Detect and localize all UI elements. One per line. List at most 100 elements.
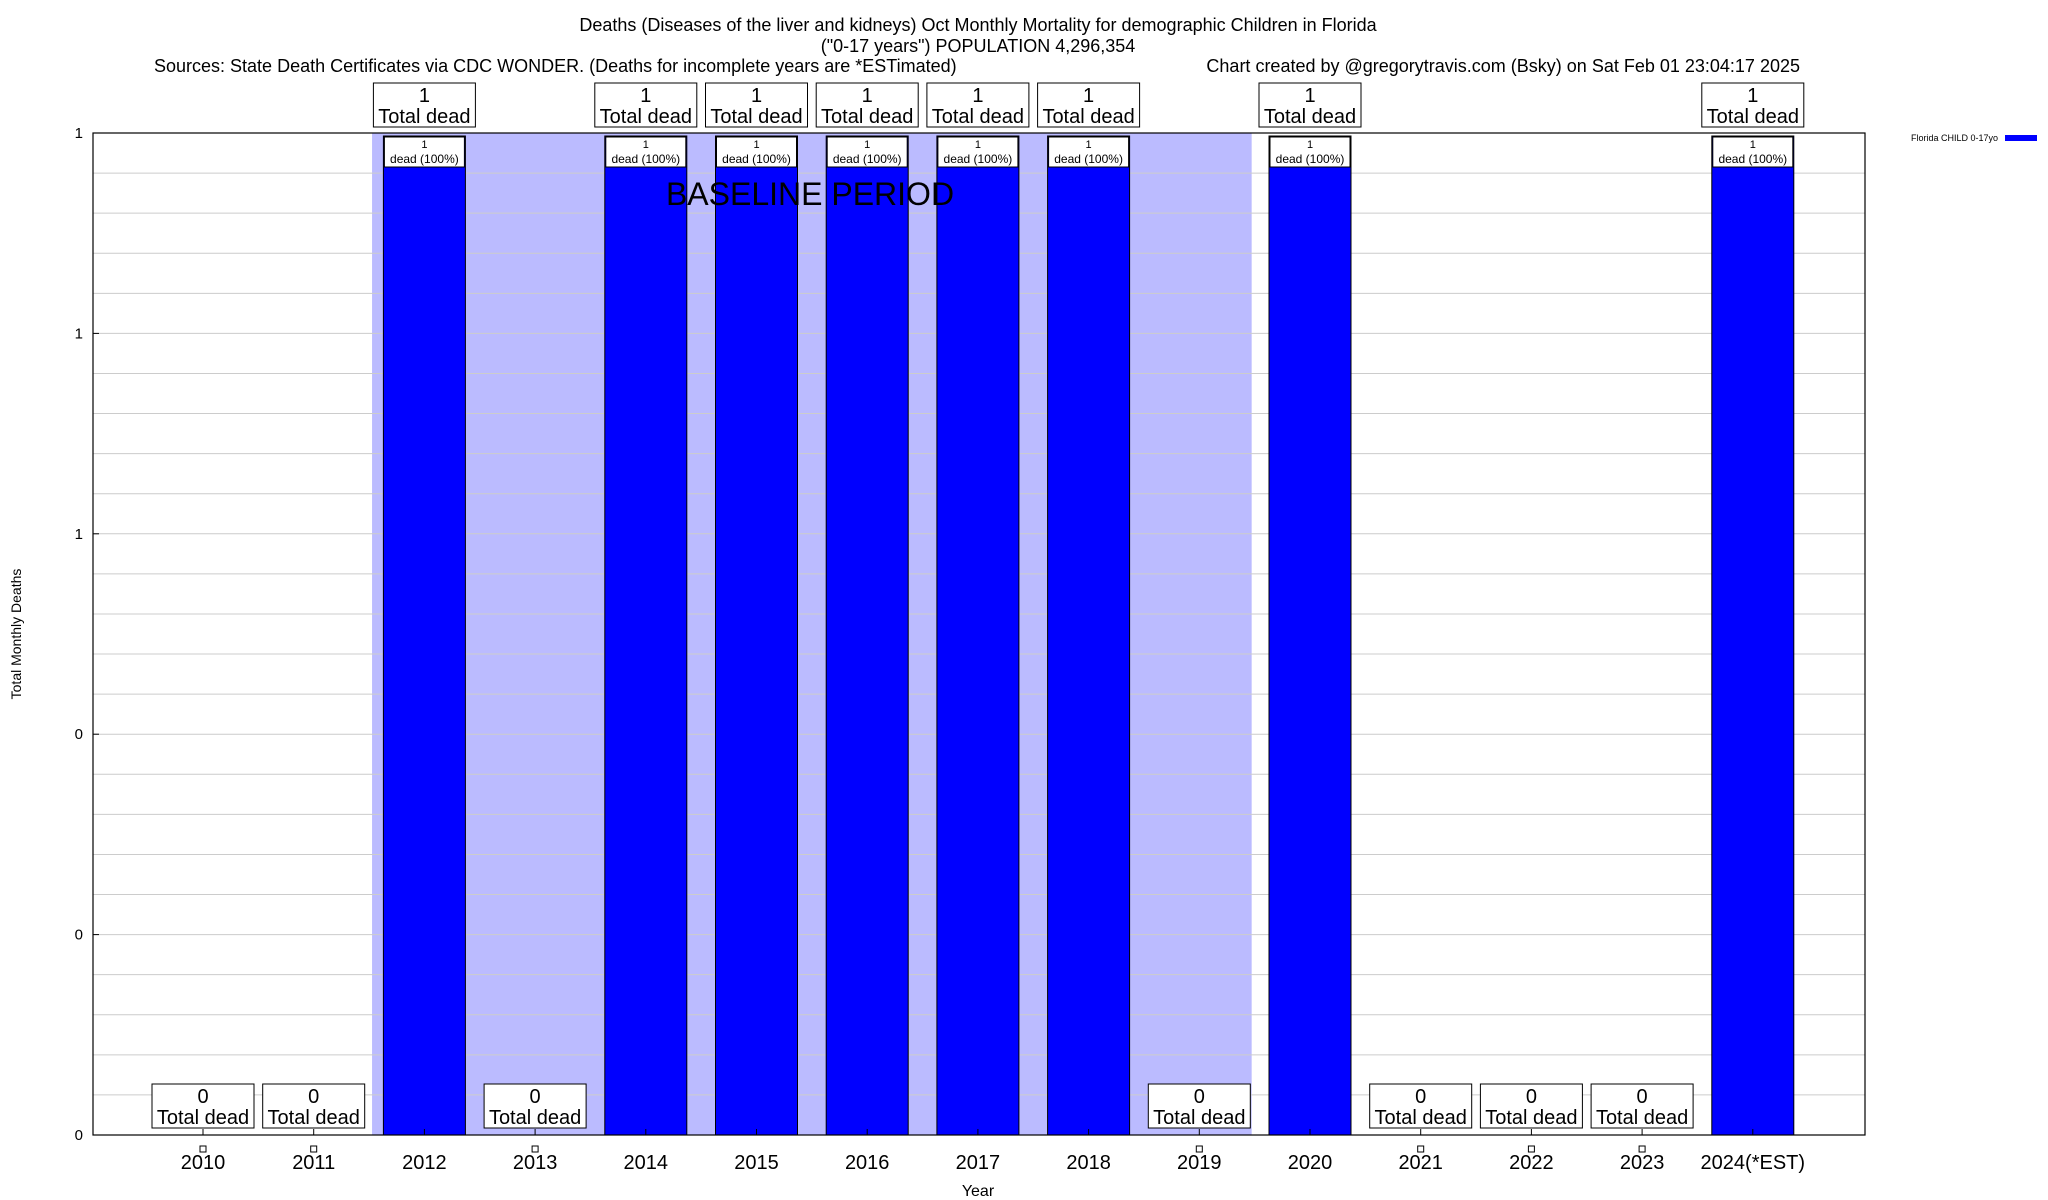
total-label-value: 1 [972, 85, 983, 107]
x-tick-label: 2015 [734, 1152, 779, 1174]
baseline-period-label: BASELINE PERIOD [666, 176, 954, 212]
total-label-box [594, 82, 698, 128]
inner-label-value: 1 [864, 139, 870, 151]
inner-label-box [826, 136, 908, 168]
zero-marker [531, 1145, 539, 1153]
total-label-text: Total dead [1042, 106, 1134, 128]
x-tick-label: 2010 [181, 1152, 226, 1174]
bar-2017 [936, 135, 1020, 1136]
total-label-text: Total dead [1485, 1107, 1577, 1129]
bar-2015 [715, 135, 798, 1136]
zero-marker [1195, 1145, 1203, 1153]
x-tick-label: 2012 [402, 1152, 447, 1174]
inner-label-text: dead (100%) [390, 152, 459, 166]
total-label-value: 1 [751, 85, 762, 107]
total-label-value: 0 [530, 1086, 541, 1108]
total-label-text: Total dead [1375, 1107, 1467, 1129]
total-label-text: Total dead [1596, 1107, 1688, 1129]
bar-2014 [604, 135, 688, 1136]
inner-label-text: dead (100%) [1718, 152, 1787, 166]
total-label-box [1369, 1083, 1473, 1129]
inner-label-value: 1 [643, 139, 649, 151]
plot-frame [92, 132, 1866, 1136]
total-label-text: Total dead [378, 106, 470, 128]
y-tick-label: 0 [75, 927, 83, 944]
x-tick-label: 2021 [1398, 1152, 1443, 1174]
legend: Florida CHILD 0-17yo [1911, 133, 2037, 143]
x-tick-label: 2024(*EST) [1701, 1152, 1806, 1174]
inner-label-box [605, 136, 687, 168]
total-label-box [372, 82, 476, 128]
total-label-box [1258, 82, 1362, 128]
total-label-text: Total dead [157, 1107, 249, 1129]
inner-label-text: dead (100%) [611, 152, 680, 166]
total-label-box [815, 82, 919, 128]
total-label-box [1479, 1083, 1583, 1129]
total-label-box [151, 1083, 255, 1129]
inner-label-box [716, 136, 797, 168]
zero-marker [310, 1145, 318, 1153]
total-label-value: 0 [1526, 1086, 1537, 1108]
total-label-value: 1 [640, 85, 651, 107]
total-label-value: 0 [1194, 1086, 1205, 1108]
x-tick-label: 2022 [1509, 1152, 1554, 1174]
y-tick-label: 0 [75, 1127, 83, 1144]
total-label-box [1147, 1083, 1251, 1129]
total-label-value: 1 [1747, 85, 1758, 107]
total-label-text: Total dead [1153, 1107, 1245, 1129]
total-label-value: 1 [1304, 85, 1315, 107]
chart-sources: Sources: State Death Certificates via CD… [154, 56, 957, 76]
bar-2012 [382, 135, 466, 1136]
x-tick-label: 2014 [624, 1152, 669, 1174]
inner-label-value: 1 [753, 139, 759, 151]
total-label-text: Total dead [1707, 106, 1799, 128]
x-tick-label: 2017 [956, 1152, 1001, 1174]
bar-series [382, 135, 1795, 1136]
total-label-value: 0 [197, 1086, 208, 1108]
total-label-text: Total dead [710, 106, 802, 128]
inner-label-box [1048, 136, 1130, 168]
inner-label-text: dead (100%) [833, 152, 902, 166]
total-label-value: 0 [1637, 1086, 1648, 1108]
y-tick-label: 1 [75, 125, 83, 142]
inner-label-box [1712, 136, 1794, 168]
inner-label-value: 1 [1086, 139, 1092, 151]
total-label-value: 1 [419, 85, 430, 107]
total-label-value: 0 [1415, 1086, 1426, 1108]
inner-label-value: 1 [1750, 139, 1756, 151]
total-label-box [262, 1083, 366, 1129]
inner-label-text: dead (100%) [1276, 152, 1345, 166]
axes: 0 0 0 1 1 1 2010 2011 2012 2013 2014 2015 2016 2017 20… [75, 125, 1805, 1174]
inner-label-text: dead (100%) [722, 152, 791, 166]
inner-label-text: dead (100%) [944, 152, 1013, 166]
total-label-text: Total dead [600, 106, 692, 128]
x-tick-label: 2016 [845, 1152, 890, 1174]
y-tick-label: 1 [75, 325, 83, 342]
inner-label-box [383, 136, 465, 168]
bar-2020 [1268, 135, 1352, 1136]
total-label-box [1701, 82, 1805, 128]
total-label-text: Total dead [932, 106, 1024, 128]
x-axis-title: Year [962, 1183, 995, 1200]
zero-marker [1638, 1145, 1646, 1153]
total-label-text: Total dead [489, 1107, 581, 1129]
total-label-text: Total dead [1264, 106, 1356, 128]
chart-credit: Chart created by @gregorytravis.com (Bsk… [1206, 56, 1800, 76]
inner-label-value: 1 [421, 139, 427, 151]
inner-label-text: dead (100%) [1054, 152, 1123, 166]
zero-marker [199, 1145, 207, 1153]
total-label-box [926, 82, 1030, 128]
y-axis-title: Total Monthly Deaths [8, 569, 24, 700]
bar-2024(*EST) [1711, 135, 1795, 1136]
total-label-value: 0 [308, 1086, 319, 1108]
inner-label-box [937, 136, 1019, 168]
x-tick-label: 2011 [292, 1152, 335, 1174]
inner-label-box [1269, 136, 1351, 168]
total-label-box [705, 82, 808, 128]
legend-swatch [2005, 135, 2037, 141]
inner-label-value: 1 [975, 139, 981, 151]
chart-title-line2: ("0-17 years") POPULATION 4,296,354 [821, 36, 1136, 56]
x-tick-label: 2019 [1177, 1152, 1222, 1174]
